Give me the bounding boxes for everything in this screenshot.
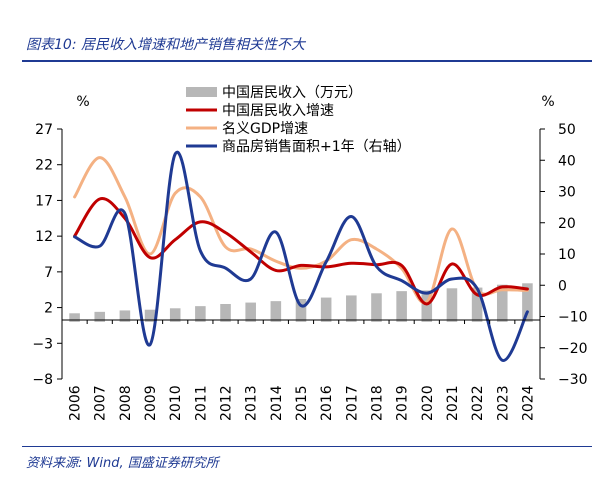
right-tick-label: 30 (558, 185, 576, 201)
right-axis-unit: % (541, 94, 554, 110)
income-bar (270, 301, 282, 322)
income-bar (144, 309, 156, 322)
right-tick-label: 0 (558, 278, 567, 294)
legend-housing-sales: 商品房销售面积+1年（右轴） (222, 139, 411, 155)
income-bar (119, 310, 131, 322)
x-tick-label: 2019 (395, 385, 411, 421)
x-tick-label: 2010 (168, 385, 184, 421)
title-rule (22, 60, 592, 62)
income-bar (94, 311, 106, 322)
figure-title: 图表10: 居民收入增速和地产销售相关性不大 (26, 37, 305, 53)
income-bar (169, 308, 181, 322)
x-tick-label: 2022 (470, 385, 486, 421)
left-tick-label: 27 (35, 122, 53, 138)
bar-series-group (69, 283, 533, 322)
x-tick-label: 2015 (294, 385, 310, 421)
income-bar (195, 306, 206, 322)
gdp-growth-line (73, 156, 529, 305)
x-tick-label: 2017 (344, 385, 360, 421)
right-tick-label: 10 (558, 247, 576, 263)
income-bar (396, 291, 407, 322)
x-tick-label: 2018 (369, 385, 385, 421)
x-tick-label: 2011 (193, 385, 209, 421)
income-bar (320, 297, 332, 322)
x-tick-label: 2016 (319, 385, 335, 421)
legend-swatch-bar (186, 87, 217, 97)
income-bar (522, 283, 533, 322)
x-tick-label: 2012 (219, 385, 235, 421)
income-bar (346, 295, 357, 322)
right-tick-label: 20 (558, 216, 576, 232)
footer-rule (22, 446, 592, 447)
axes-group: 2722171272−3−8%50403020100−10−20−30%2006… (32, 94, 587, 421)
income-growth-line (73, 197, 529, 306)
x-tick-label: 2020 (420, 385, 436, 421)
income-bar (295, 299, 307, 322)
line-series-group (73, 150, 529, 362)
x-tick-label: 2024 (520, 385, 536, 421)
left-tick-label: 7 (44, 265, 53, 281)
left-tick-label: −8 (32, 372, 53, 388)
income-bar (220, 304, 231, 322)
right-tick-label: 50 (558, 122, 576, 138)
x-tick-label: 2006 (68, 385, 84, 421)
left-tick-label: 17 (35, 193, 53, 209)
right-tick-label: −30 (558, 372, 588, 388)
legend-income: 中国居民收入（万元） (222, 85, 362, 101)
left-tick-label: 12 (35, 229, 53, 245)
x-tick-label: 2014 (269, 385, 285, 421)
right-tick-label: 40 (558, 153, 576, 169)
left-axis-unit: % (76, 94, 89, 110)
x-tick-label: 2008 (118, 385, 134, 421)
x-tick-label: 2007 (93, 385, 109, 421)
x-tick-label: 2023 (495, 385, 511, 421)
left-tick-label: −3 (32, 336, 53, 352)
left-tick-label: 22 (35, 158, 53, 174)
income-bar (496, 284, 508, 322)
income-bar (69, 313, 80, 322)
right-tick-label: −10 (558, 310, 588, 326)
x-tick-label: 2013 (244, 385, 260, 421)
legend-gdp-growth: 名义GDP增速 (222, 121, 308, 137)
income-bar (421, 290, 433, 322)
housing-sales-line (73, 150, 529, 362)
x-tick-label: 2009 (143, 385, 159, 421)
income-bar (471, 287, 483, 322)
right-tick-label: −20 (558, 341, 588, 357)
left-tick-label: 2 (44, 301, 53, 317)
income-bar (245, 302, 256, 322)
legend-income-growth: 中国居民收入增速 (222, 103, 334, 119)
income-bar (446, 288, 458, 322)
x-tick-label: 2021 (445, 385, 461, 421)
income-bar (371, 293, 382, 322)
source-note: 资料来源: Wind, 国盛证券研究所 (26, 456, 219, 471)
